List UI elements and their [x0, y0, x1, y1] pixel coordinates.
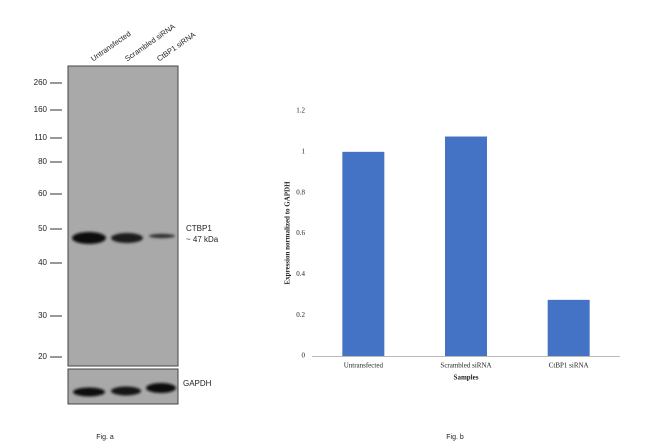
x-axis-label: Samples	[454, 374, 479, 382]
y-tick-label: 0.4	[296, 270, 305, 278]
loading-control-label: GAPDH	[183, 379, 212, 388]
x-tick-label: CtBP1 siRNA	[549, 362, 589, 370]
band-size: ~ 47 kDa	[186, 235, 219, 244]
y-tick-label: 1	[302, 147, 306, 155]
y-tick-label: 0.8	[296, 188, 305, 196]
marker-label: 160	[34, 105, 48, 114]
y-tick-label: 0	[302, 352, 306, 360]
band	[72, 232, 106, 244]
marker-label: 20	[38, 352, 47, 361]
marker-label: 30	[38, 311, 47, 320]
bar	[547, 299, 590, 356]
marker-label: 80	[38, 157, 47, 166]
y-axis-label: Expression normalized to GAPDH	[284, 181, 292, 285]
y-tick-label: 0.2	[296, 311, 305, 319]
marker-label: 60	[38, 189, 47, 198]
band	[73, 387, 105, 397]
band-label: CTBP1	[186, 224, 212, 233]
caption: Fig. b	[446, 434, 464, 441]
bar	[445, 136, 487, 356]
bar	[342, 151, 385, 356]
caption: Fig. a	[96, 434, 114, 441]
marker-label: 40	[38, 258, 47, 267]
marker-label: 50	[38, 224, 47, 233]
marker-label: 110	[34, 133, 47, 142]
x-tick-label: Scrambled siRNA	[440, 362, 491, 370]
band	[111, 386, 141, 396]
band	[111, 233, 143, 243]
y-tick-label: 1.2	[296, 107, 305, 115]
marker-label: 260	[34, 78, 48, 87]
y-tick-label: 0.6	[296, 229, 305, 237]
band	[149, 233, 175, 239]
band	[146, 383, 176, 393]
blot-panel	[67, 65, 179, 367]
bands	[72, 232, 176, 397]
x-tick-label: Untransfected	[344, 362, 384, 370]
